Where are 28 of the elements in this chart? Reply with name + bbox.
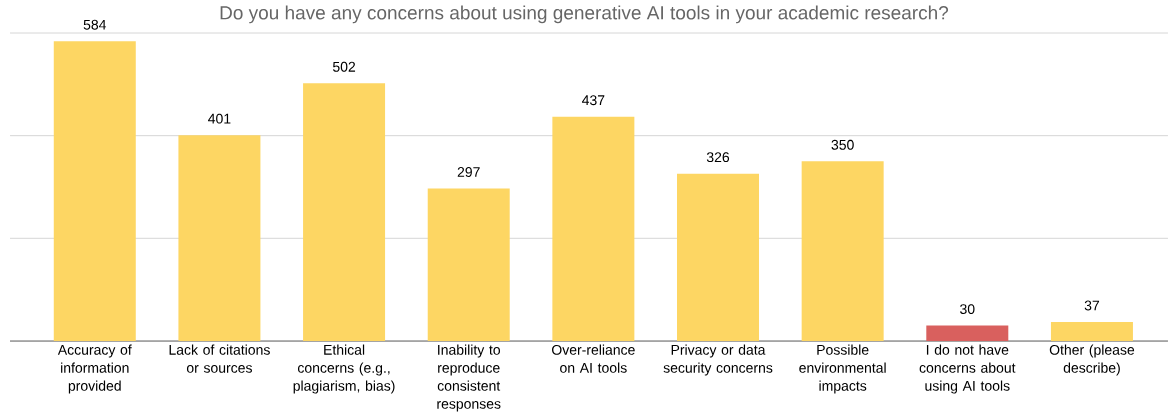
x-tick-label: Over-reliance on AI tools xyxy=(552,344,635,373)
x-tick-label: Other (please describe) xyxy=(1049,344,1135,376)
chart-title: Do you have any concerns about using generative AI tools in your academic research? xyxy=(220,5,949,24)
data-label: 401 xyxy=(208,113,231,124)
data-label: 37 xyxy=(1084,300,1100,311)
bar xyxy=(178,135,261,341)
data-label: 326 xyxy=(706,152,730,163)
x-tick-label: Privacy or data security concerns xyxy=(663,344,773,376)
bar xyxy=(303,83,386,341)
bar xyxy=(801,161,884,341)
data-label: 297 xyxy=(457,167,480,178)
data-label: 584 xyxy=(83,19,107,30)
data-label: 30 xyxy=(960,304,975,315)
x-tick-label: I do not have concerns about using AI tools xyxy=(919,344,1016,394)
x-tick-label: Ethical concerns (e.g., plagiarism, bias) xyxy=(293,344,395,394)
bar xyxy=(1050,322,1133,341)
x-tick-label: Accuracy of information provided xyxy=(57,344,132,394)
x-tick-label: Inability to reproduce consistent responses xyxy=(437,344,501,412)
bar xyxy=(926,325,1009,341)
bar xyxy=(427,188,510,341)
bar xyxy=(53,41,136,341)
x-tick-label: Possible environmental impacts xyxy=(799,344,886,394)
bar xyxy=(677,173,760,341)
data-label: 350 xyxy=(831,139,854,150)
x-tick-label: Lack of citations or sources xyxy=(169,344,270,373)
data-label: 502 xyxy=(332,61,356,72)
data-label: 437 xyxy=(582,95,605,106)
bar xyxy=(552,116,635,341)
